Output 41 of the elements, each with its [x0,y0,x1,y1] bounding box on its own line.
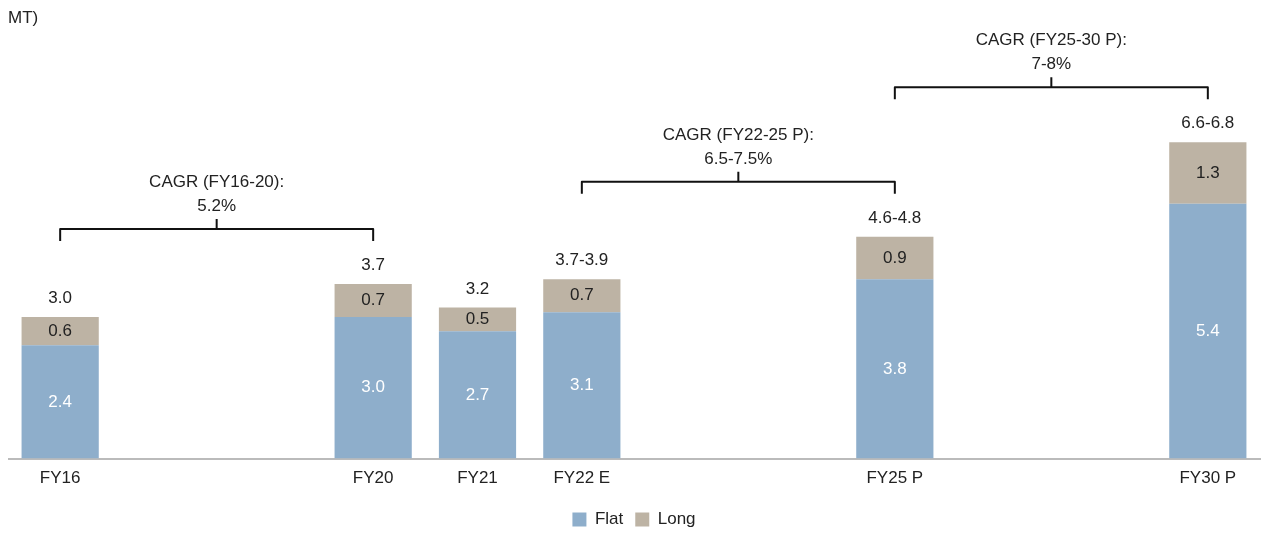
x-tick-label: FY25 P [866,468,924,488]
annotation: CAGR (FY16-20): 5.2% [149,172,285,216]
x-tick-label: FY21 [457,468,498,488]
data-label: 0.5 [465,309,490,329]
data-label: 0.7 [570,285,594,305]
x-tick-label: FY30 P [1179,468,1237,488]
bar [334,283,412,317]
data-label: 2.4 [48,391,72,411]
data-label: 1.3 [1196,162,1220,182]
legend-label: Flat [594,509,624,529]
data-label: 3.0 [361,377,385,397]
bar [856,279,934,459]
total-label: 3.7 [361,255,385,275]
total-label: 6.6-6.8 [1181,113,1235,133]
annotation: CAGR (FY22-25 P): 6.5-7.5% [662,124,814,168]
data-label: 3.8 [883,358,907,378]
bar [543,312,621,459]
data-label: 0.7 [361,290,385,310]
bar [334,316,412,459]
data-label: 5.4 [1196,320,1220,340]
total-label: 3.7-3.9 [555,250,609,270]
chart-title: MT) [8,7,39,27]
data-label: 0.6 [48,320,72,340]
total-label: 3.0 [48,288,72,308]
data-label: 2.7 [465,384,490,404]
bar [21,345,99,459]
x-tick-label: FY16 [39,468,81,488]
text: CAGR (FY25-30 P): 7-8% [975,30,1127,74]
data-label: 3.1 [570,375,594,395]
total-label: 4.6-4.8 [868,207,922,227]
bar [856,236,934,280]
bar [438,331,517,459]
legend-label: Long [657,509,696,529]
total-label: 3.2 [465,278,490,298]
bar [1169,142,1247,204]
bar [1169,203,1247,459]
data-label: 0.9 [883,247,907,267]
x-tick-label: FY20 [352,468,394,488]
x-tick-label: FY22 E [553,468,611,488]
bar [21,316,99,346]
bar [543,279,621,313]
